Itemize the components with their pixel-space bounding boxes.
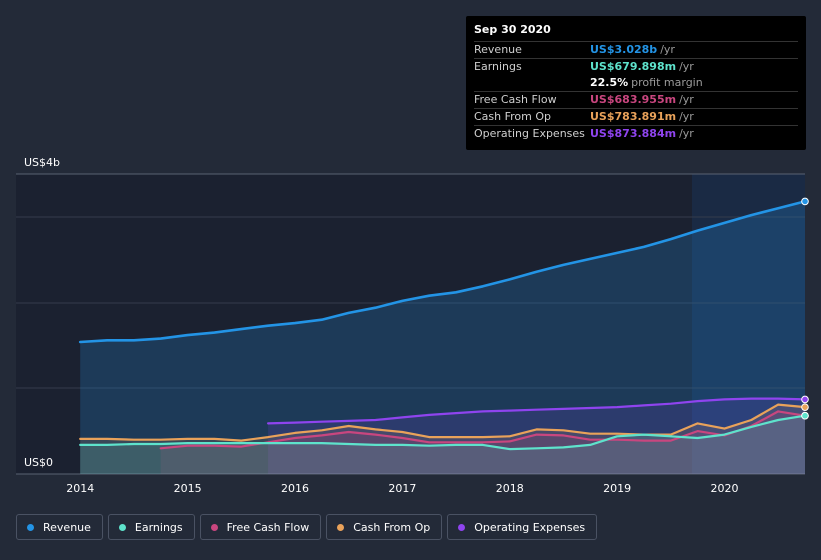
tooltip-unit: profit margin — [631, 76, 703, 89]
tooltip-row-profit-margin: 22.5% profit margin — [474, 75, 798, 91]
legend-dot-icon — [337, 523, 345, 531]
tooltip-label: Earnings — [474, 60, 522, 73]
endpoint-revenue — [801, 197, 809, 206]
series-endpoints — [801, 197, 809, 420]
legend: Revenue Earnings Free Cash Flow Cash Fro… — [16, 514, 598, 540]
legend-label: Cash From Op — [353, 520, 431, 534]
tooltip-value: US$3.028b — [590, 43, 658, 56]
legend-item-earnings[interactable]: Earnings — [107, 514, 195, 540]
x-tick-label: 2018 — [496, 482, 524, 495]
endpoint-cfo — [801, 403, 809, 411]
tooltip-row-revenue: Revenue US$3.028b /yr — [474, 41, 798, 58]
legend-label: Earnings — [134, 520, 183, 534]
legend-dot-icon — [210, 523, 218, 531]
legend-dot-icon — [458, 523, 466, 531]
tooltip-value: 22.5% — [590, 76, 629, 89]
x-tick-label: 2019 — [603, 482, 631, 495]
legend-item-free-cash-flow[interactable]: Free Cash Flow — [199, 514, 322, 540]
tooltip-value: US$873.884m — [590, 127, 677, 140]
legend-label: Free Cash Flow — [226, 520, 310, 534]
tooltip-row-operating-expenses: Operating Expenses US$873.884m /yr — [474, 125, 798, 142]
legend-dot-icon — [118, 523, 126, 531]
tooltip-date: Sep 30 2020 — [474, 23, 551, 36]
tooltip-unit: /yr — [679, 127, 694, 140]
endpoint-earnings — [801, 411, 809, 420]
area-earnings — [80, 415, 805, 474]
plot-background — [16, 174, 805, 474]
x-tick-label: 2016 — [281, 482, 309, 495]
legend-item-cash-from-op[interactable]: Cash From Op — [326, 514, 443, 540]
tooltip-value: US$783.891m — [590, 110, 677, 123]
x-tick-label: 2017 — [388, 482, 416, 495]
legend-dot-icon — [27, 523, 34, 531]
tooltip-label: Free Cash Flow — [474, 93, 557, 106]
legend-item-revenue[interactable]: Revenue — [16, 514, 103, 540]
line-earnings — [79, 414, 807, 451]
series-lines — [78, 200, 807, 451]
forecast-highlight — [692, 174, 805, 474]
tooltip-row-cash-from-op: Cash From Op US$783.891m /yr — [474, 108, 798, 125]
line-opex — [267, 397, 807, 425]
endpoint-opex — [801, 395, 809, 404]
tooltip-row-earnings: Earnings US$679.898m /yr — [474, 58, 798, 75]
x-tick-label: 2020 — [710, 482, 738, 495]
legend-item-operating-expenses[interactable]: Operating Expenses — [447, 514, 598, 540]
tooltip-label: Cash From Op — [474, 110, 552, 123]
tooltip-value: US$679.898m — [590, 60, 677, 73]
y-axis-bottom-label: US$0 — [24, 456, 53, 469]
gridlines — [16, 173, 805, 475]
tooltip: Sep 30 2020 Revenue US$3.028b /yr Earnin… — [466, 16, 806, 150]
y-axis-top-label: US$4b — [24, 156, 60, 169]
tooltip-label: Operating Expenses — [474, 127, 585, 140]
tooltip-label — [474, 75, 590, 91]
x-tick-label: 2014 — [66, 482, 94, 495]
line-revenue — [78, 200, 807, 344]
tooltip-unit: /yr — [679, 60, 694, 73]
tooltip-value: US$683.955m — [590, 93, 677, 106]
tooltip-row-free-cash-flow: Free Cash Flow US$683.955m /yr — [474, 91, 798, 108]
x-tick-label: 2015 — [174, 482, 202, 495]
tooltip-unit: /yr — [679, 93, 694, 106]
area-cfo — [80, 404, 805, 474]
legend-label: Operating Expenses — [474, 520, 586, 534]
legend-label: Revenue — [43, 520, 91, 534]
tooltip-label: Revenue — [474, 43, 522, 56]
x-axis-ticks: 2014 2015 2016 2017 2018 2019 2020 — [66, 482, 738, 495]
line-cfo — [79, 403, 807, 442]
tooltip-unit: /yr — [660, 43, 675, 56]
tooltip-unit: /yr — [679, 110, 694, 123]
